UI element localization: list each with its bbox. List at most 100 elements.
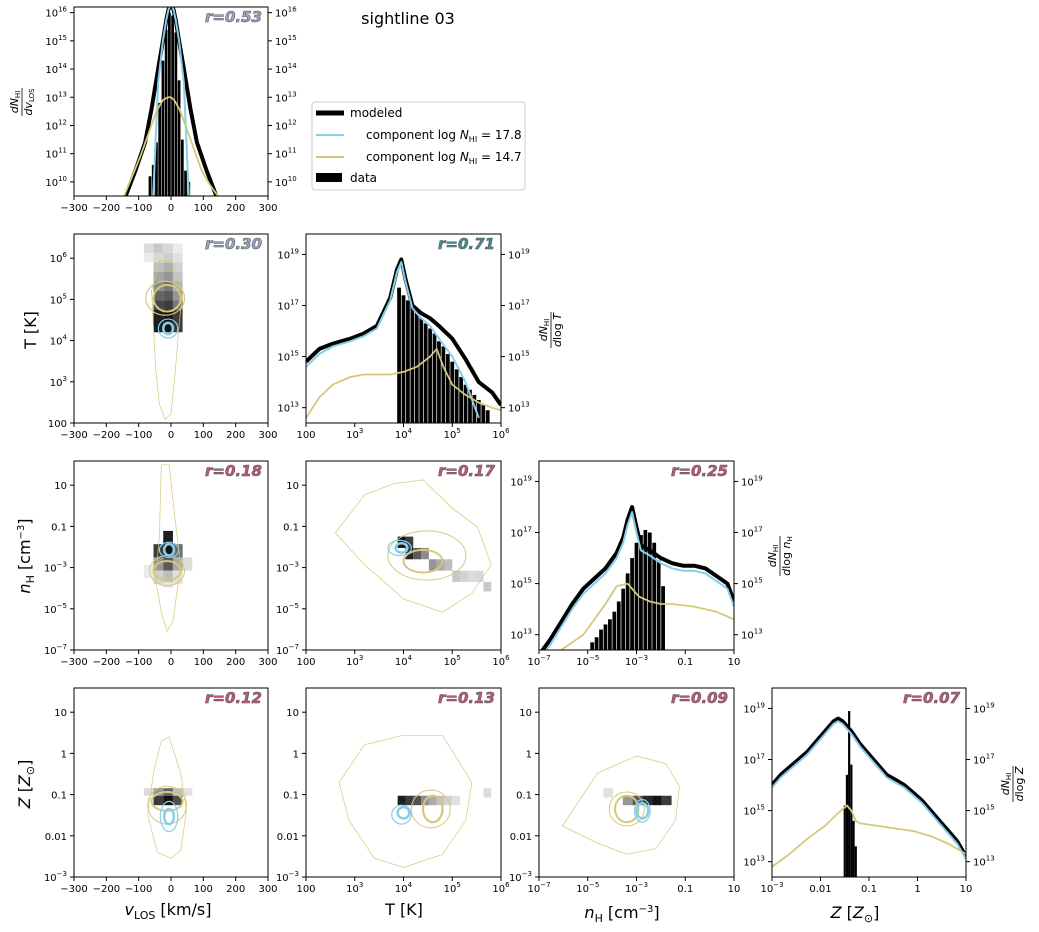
vlos-T-heat-cell [172, 262, 183, 272]
panel-T-Z: 100 103 104 105 106 10−3 0.01 0.1 1 10 r=0.13 [276, 687, 510, 895]
xlabel-nH: nH [cm−3] [584, 903, 659, 925]
panel-Z-1d: 10−3 0.01 0.1 1 10 1013 1015 1017 1019 1013 1015 10… [743, 687, 995, 895]
T-Z-xtick-label: 106 [492, 881, 510, 895]
T-1d-line-comp1 [306, 261, 480, 419]
T-1d-data-bar [410, 305, 415, 423]
ylabel-Z: Z [Z⊙] [15, 760, 37, 810]
T-1d-data-bar [468, 389, 472, 423]
svg-text:dvLOS: dvLOS [22, 88, 36, 116]
vlos-nH-xtick-label: −100 [125, 657, 152, 668]
vlos-1d-xtick-label: 0 [168, 203, 174, 214]
vlos-1d-ytick-right-label: 1010 [275, 175, 297, 189]
nH-Z-contour [608, 791, 645, 827]
T-1d-data-bar [401, 295, 406, 423]
nH-1d-xtick-label: 10 [728, 657, 741, 668]
vlos-T-xtick-label: 200 [226, 430, 245, 441]
nH-1d-xtick-label: 10−3 [625, 654, 648, 668]
T-1d-data-bar [450, 361, 455, 423]
vlos-1d-data-bar [161, 60, 165, 196]
T-Z-xtick-label: 100 [296, 884, 315, 895]
nH-Z-ytick-label: 1 [526, 749, 532, 760]
nH-Z-contour-outer [561, 755, 680, 855]
vlos-T-heat-cell [172, 309, 183, 333]
T-nH-heat-cell [475, 570, 484, 582]
nH-1d-data-bar [625, 573, 630, 650]
vlos-T-heat-cell [153, 309, 164, 333]
T-1d-data-bar [445, 354, 450, 423]
vlos-1d-line-modeled [123, 7, 219, 196]
vlos-nH-xtick-label: 200 [226, 657, 245, 668]
vlos-1d-ytick-label: 1012 [45, 118, 67, 132]
T-Z-heat-cell [397, 795, 406, 806]
vlos-T-heat-cell [153, 271, 164, 282]
vlos-Z-heat-cell [153, 788, 164, 796]
T-1d-data-bar [397, 287, 401, 423]
vlos-nH-xtick-label: 0 [168, 657, 174, 668]
Z-1d-xtick-label: 0.01 [809, 884, 831, 895]
T-1d-data-bar [432, 333, 437, 423]
vlos-T-heat-cell [163, 300, 173, 310]
T-nH-xtick-label: 104 [395, 654, 413, 668]
nH-1d-line-comp2 [559, 582, 734, 650]
Z-1d-xtick-label: 0.1 [861, 884, 877, 895]
vlos-1d-line-comp1 [152, 7, 190, 196]
Z-1d-data-bar [854, 846, 857, 877]
Z-1d-data-bar [845, 774, 849, 877]
svg-text:dlog Z: dlog Z [1013, 766, 1026, 801]
vlos-T-heat-cell [153, 252, 164, 263]
vlos-1d-xtick-label: 300 [258, 203, 277, 214]
T-Z-r-label: r=0.13 [438, 689, 495, 707]
Z-1d-data-bar [850, 764, 853, 877]
legend-label-modeled: modeled [350, 106, 402, 120]
T-1d-plot-area [306, 257, 501, 423]
Z-1d-xtick-label: 10−3 [760, 881, 783, 895]
nH-1d-data-bar [616, 601, 621, 650]
vlos-nH-heat-cell [163, 530, 173, 545]
vlos-T-ytick-label: 104 [50, 334, 68, 348]
T-nH-xtick-label: 106 [492, 654, 510, 668]
T-1d-data-bar [441, 346, 446, 423]
nH-1d-data-bar [599, 629, 603, 650]
vlos-1d-xtick-label: −200 [93, 203, 120, 214]
T-1d-ytick-right-label: 1015 [508, 350, 530, 364]
vlos-1d-data-bar [168, 12, 171, 196]
legend-box [311, 101, 526, 191]
Z-1d-xtick-label: 1 [914, 884, 920, 895]
T-1d-line-comp2 [306, 347, 501, 419]
nH-1d-data-bar [621, 588, 626, 650]
vlos-T-heat-cell [172, 290, 183, 301]
nH-1d-line-modeled [540, 505, 734, 650]
vlos-T-contour [157, 318, 179, 339]
xlabel-vlos: vLOS [km/s] [124, 900, 211, 922]
T-1d-ytick-label: 1017 [277, 299, 299, 313]
nH-Z-ytick-label: 10 [519, 708, 532, 719]
vlos-Z-heat-cell [153, 795, 164, 806]
vlos-1d-ytick-right-label: 1013 [275, 90, 297, 104]
nH-1d-data-bar [603, 624, 608, 650]
T-nH-contour-outer [334, 479, 492, 613]
vlos-T-xtick-label: 100 [194, 430, 213, 441]
nH-1d-xtick-label: 10−7 [527, 654, 550, 668]
legend-label-data: data [350, 171, 377, 185]
T-1d-xtick-label: 104 [395, 427, 413, 441]
legend-swatch-data [316, 173, 342, 182]
nH-Z-r-label: r=0.09 [671, 689, 728, 707]
nH-1d-xtick-label: 0.1 [677, 657, 693, 668]
T-1d-xtick-label: 103 [346, 427, 363, 441]
vlos-Z-heat-cell [182, 788, 193, 796]
Z-1d-ytick-right-label: 1013 [973, 855, 995, 869]
T-Z-contour [396, 805, 411, 820]
T-Z-heat-cell [428, 795, 437, 806]
svg-text:dlog nH: dlog nH [780, 536, 794, 576]
vlos-nH-heat-cell [172, 544, 183, 558]
vlos-Z-contour-outer [147, 736, 187, 859]
panels: −300 −200 −100 0 100 200 300101010111012101310… [44, 6, 995, 895]
Z-1d-ytick-label: 1015 [743, 804, 765, 818]
T-nH-heat-cell [421, 547, 429, 560]
nH-Z-xtick-label: 10−7 [527, 881, 550, 895]
nH-Z-contour [635, 802, 650, 820]
vlos-1d-xtick-label: −300 [60, 203, 87, 214]
vlos-nH-xtick-label: 300 [258, 657, 277, 668]
Z-1d-data-bar [848, 710, 851, 877]
Z-1d-data-bar [852, 820, 855, 877]
